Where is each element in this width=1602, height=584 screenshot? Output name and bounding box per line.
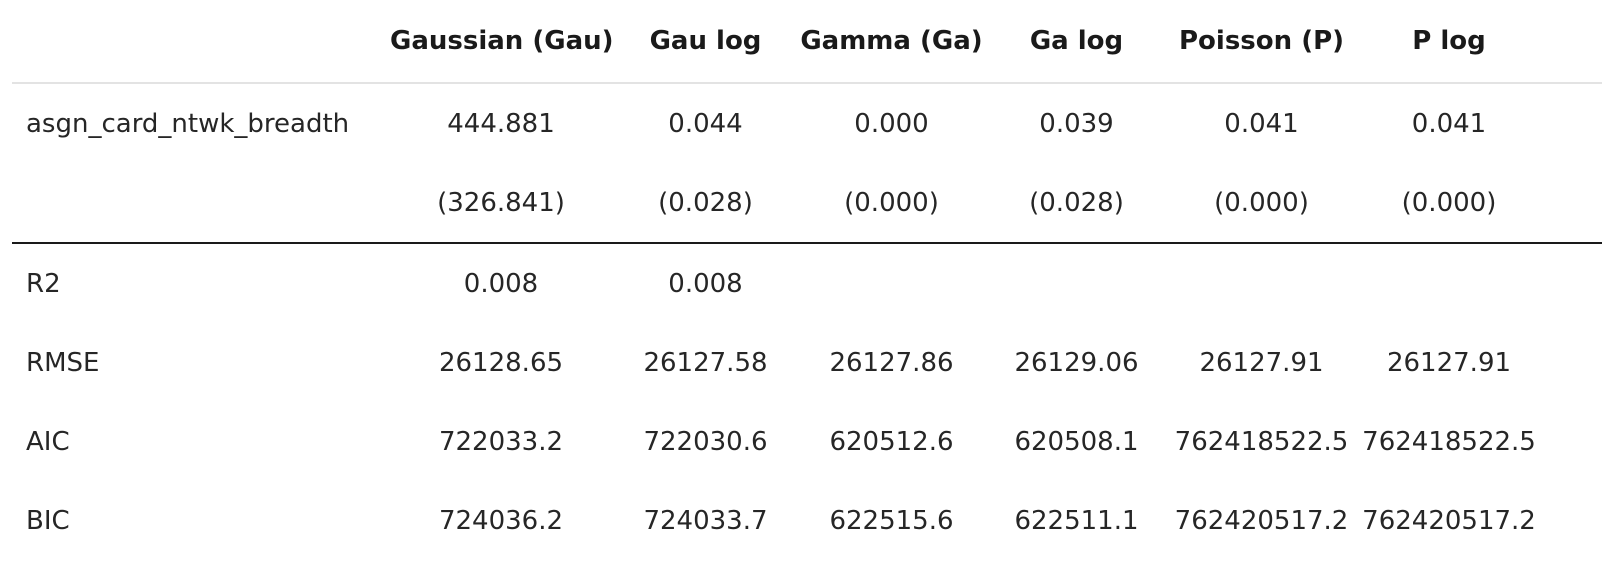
header-cell-poisson: Poisson (P) <box>1169 0 1354 84</box>
table-cell: 762418522.5 <box>1354 402 1602 481</box>
row-label: BIC <box>26 505 70 536</box>
table-cell: 26127.91 <box>1199 347 1324 378</box>
row-label: AIC <box>26 426 70 457</box>
header-cell-p-log-text: P log <box>1412 26 1486 56</box>
row-label: asgn_card_ntwk_breadth <box>26 108 350 139</box>
table-cell: 762420517.2 <box>1354 481 1602 560</box>
table-body: asgn_card_ntwk_breadth 444.881 0.044 0.0… <box>12 83 1602 560</box>
table-row-standard-error: (326.841) (0.028) (0.000) (0.028) (0.000… <box>12 163 1602 244</box>
table-cell: 724033.7 <box>643 505 768 536</box>
table-cell: 26129.06 <box>1014 347 1139 378</box>
table-cell: 722030.6 <box>643 426 768 457</box>
table-cell: 26127.58 <box>643 347 768 378</box>
header-row: Gaussian (Gau) Gau log Gamma (Ga) Ga log… <box>12 0 1602 84</box>
table-cell-text: 26127.91 <box>1386 347 1512 378</box>
table-cell: (0.000) <box>1354 163 1602 244</box>
table-row-aic: AIC 722033.2 722030.6 620512.6 620508.1 … <box>12 402 1602 481</box>
header-cell-gau-log: Gau log <box>612 0 799 84</box>
table-cell: 26127.91 <box>1354 323 1602 402</box>
table-cell: (0.028) <box>612 163 799 244</box>
header-cell-rowlabel <box>12 0 390 84</box>
table-cell: 622511.1 <box>1014 505 1139 536</box>
table-cell: (0.000) <box>1169 163 1354 244</box>
table-cell-text: 0.041 <box>1411 108 1487 139</box>
table-cell: 622515.6 <box>829 505 954 536</box>
table-cell: 26128.65 <box>438 347 564 378</box>
table-cell: 0.008 <box>668 268 743 299</box>
header-cell-p-log: P log <box>1354 0 1602 84</box>
row-label: R2 <box>26 268 61 299</box>
table-cell: 0.039 <box>1039 108 1114 139</box>
table-cell <box>984 243 1169 323</box>
table-row-rmse: RMSE 26128.65 26127.58 26127.86 26129.06… <box>12 323 1602 402</box>
table-cell: 724036.2 <box>438 505 564 536</box>
table-cell: 0.041 <box>1224 108 1299 139</box>
table-cell: 0.044 <box>668 108 743 139</box>
table-cell <box>1354 243 1602 323</box>
header-cell-ga-log: Ga log <box>984 0 1169 84</box>
table-cell <box>1169 243 1354 323</box>
table-row-bic: BIC 724036.2 724033.7 622515.6 622511.1 … <box>12 481 1602 560</box>
table-cell: (326.841) <box>390 163 612 244</box>
table-cell: 26127.86 <box>829 347 954 378</box>
table-cell-text: 762420517.2 <box>1362 505 1536 536</box>
table-row-r2: R2 0.008 0.008 <box>12 243 1602 323</box>
header-cell-gamma: Gamma (Ga) <box>799 0 984 84</box>
table-cell: (0.000) <box>799 163 984 244</box>
table-cell: 0.008 <box>463 268 539 299</box>
table-cell: 620512.6 <box>829 426 954 457</box>
header-cell-gaussian: Gaussian (Gau) <box>390 0 614 84</box>
table-header: Gaussian (Gau) Gau log Gamma (Ga) Ga log… <box>12 0 1602 84</box>
table-cell: 620508.1 <box>1014 426 1139 457</box>
table-cell: 444.881 <box>447 108 555 139</box>
table-cell: 762420517.2 <box>1174 505 1349 536</box>
row-label: RMSE <box>26 347 100 378</box>
table-cell: (0.028) <box>984 163 1169 244</box>
table-cell: 0.000 <box>854 108 929 139</box>
regression-results-table: Gaussian (Gau) Gau log Gamma (Ga) Ga log… <box>12 0 1602 560</box>
row-label <box>12 163 390 244</box>
table-cell <box>799 243 984 323</box>
table-cell: 722033.2 <box>438 426 564 457</box>
table-cell-text: 762418522.5 <box>1362 426 1536 457</box>
table-cell-text: (0.000) <box>1401 187 1497 218</box>
regression-results-table-wrapper: Gaussian (Gau) Gau log Gamma (Ga) Ga log… <box>12 0 1602 560</box>
table-cell: 762418522.5 <box>1174 426 1349 457</box>
table-row-coefficient: asgn_card_ntwk_breadth 444.881 0.044 0.0… <box>12 83 1602 163</box>
table-cell: 0.041 <box>1354 83 1602 163</box>
